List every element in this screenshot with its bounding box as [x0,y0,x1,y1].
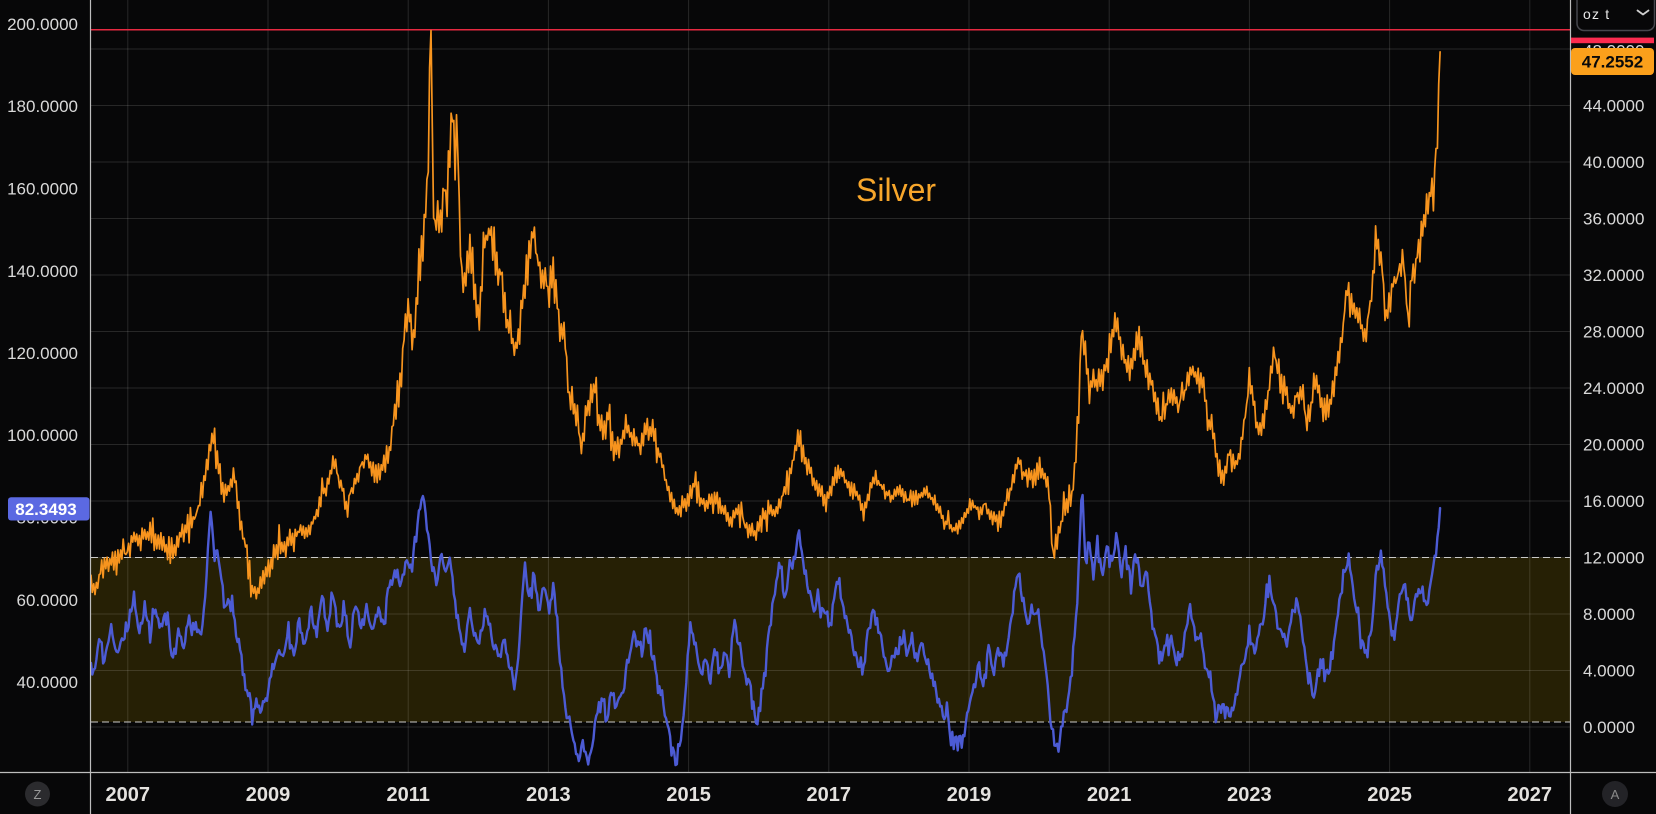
svg-text:2013: 2013 [526,784,571,806]
svg-text:0.0000: 0.0000 [1583,718,1635,737]
svg-text:120.0000: 120.0000 [7,344,78,363]
svg-text:200.0000: 200.0000 [7,15,78,34]
svg-text:4.0000: 4.0000 [1583,662,1635,681]
svg-text:28.0000: 28.0000 [1583,323,1644,342]
svg-text:100.0000: 100.0000 [7,426,78,445]
svg-text:2027: 2027 [1508,784,1553,806]
svg-text:2017: 2017 [807,784,852,806]
svg-text:20.0000: 20.0000 [1583,436,1644,455]
svg-text:2011: 2011 [387,784,430,806]
svg-text:16.0000: 16.0000 [1583,492,1644,511]
svg-text:140.0000: 140.0000 [7,262,78,281]
svg-text:oz t: oz t [1583,6,1610,22]
svg-text:180.0000: 180.0000 [7,97,78,116]
svg-text:60.0000: 60.0000 [17,591,78,610]
svg-text:2007: 2007 [106,784,151,806]
svg-text:40.0000: 40.0000 [1583,153,1644,172]
svg-text:32.0000: 32.0000 [1583,266,1644,285]
svg-text:2009: 2009 [246,784,291,806]
svg-text:8.0000: 8.0000 [1583,605,1635,624]
svg-text:A: A [1611,787,1620,802]
svg-text:24.0000: 24.0000 [1583,379,1644,398]
svg-text:2019: 2019 [947,784,992,806]
svg-text:Z: Z [34,787,42,802]
svg-text:160.0000: 160.0000 [7,180,78,199]
svg-text:2015: 2015 [666,784,711,806]
svg-text:82.3493: 82.3493 [15,500,76,519]
svg-text:36.0000: 36.0000 [1583,210,1644,229]
svg-text:Silver: Silver [856,172,936,208]
svg-text:2023: 2023 [1227,784,1272,806]
svg-text:2021: 2021 [1087,784,1132,806]
svg-text:40.0000: 40.0000 [17,673,78,692]
svg-text:44.0000: 44.0000 [1583,97,1644,116]
svg-text:47.2552: 47.2552 [1582,52,1643,71]
svg-text:2025: 2025 [1367,784,1412,806]
svg-text:12.0000: 12.0000 [1583,549,1644,568]
